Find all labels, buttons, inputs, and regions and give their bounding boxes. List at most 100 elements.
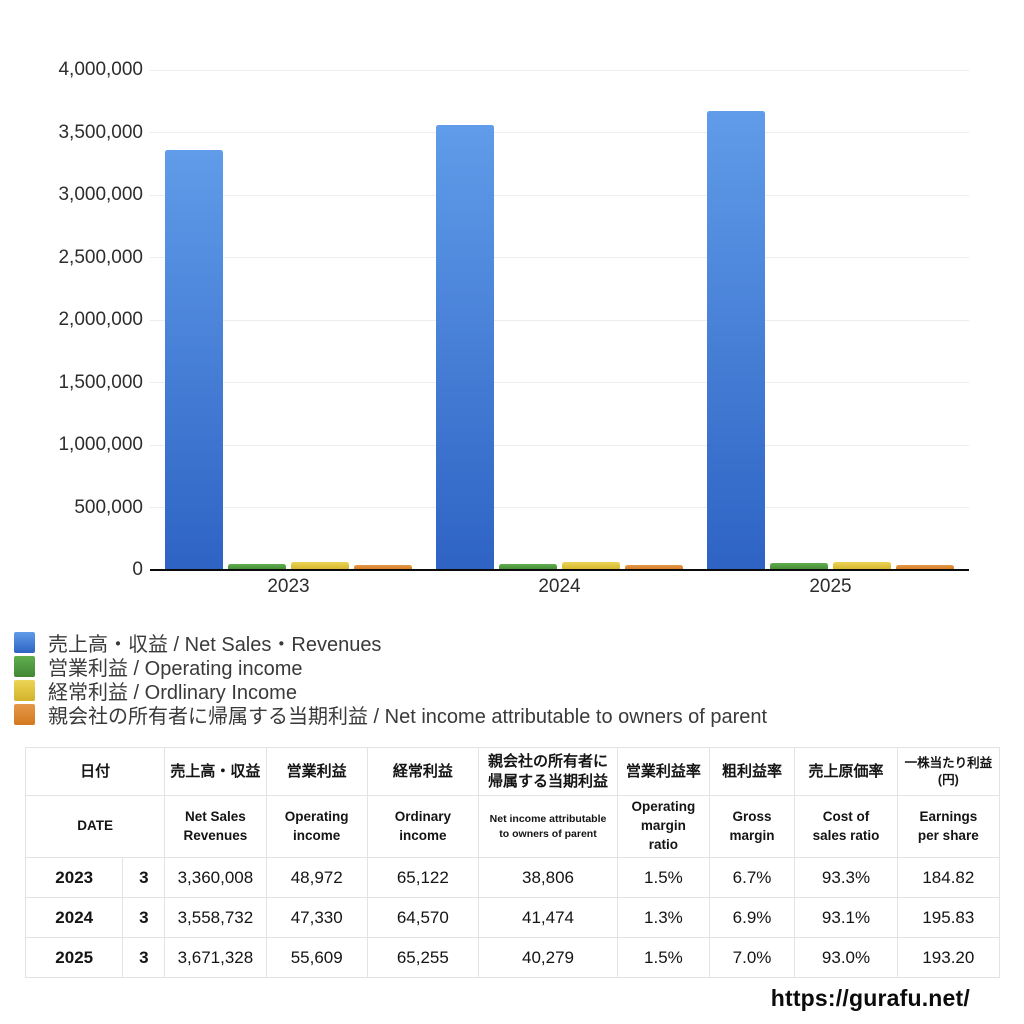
value-cell: 40,279 <box>477 937 619 978</box>
value-cell: 3,558,732 <box>164 897 267 938</box>
header-cell: Cost of sales ratio <box>794 795 898 858</box>
legend-label: 親会社の所有者に帰属する当期利益 / Net income attributab… <box>48 705 768 728</box>
bar-net-sales-revenues-2025 <box>707 111 765 570</box>
y-axis-tick-label: 500,000 <box>74 496 143 518</box>
y-gridline <box>150 69 969 71</box>
header-cell: Earnings per share <box>896 795 1001 858</box>
value-cell: 41,474 <box>477 897 619 938</box>
legend-swatch-icon <box>14 679 35 701</box>
bar-net-income-parent-2024 <box>625 564 683 570</box>
value-cell: 1.5% <box>617 937 710 978</box>
value-cell: 1.5% <box>617 857 710 898</box>
bar-net-income-parent-2025 <box>896 564 954 570</box>
value-cell: 65,122 <box>366 857 479 898</box>
table-row: 2024 3 3,558,732 47,330 64,570 41,474 1.3% 6.9%… <box>24 897 1001 938</box>
y-gridline <box>150 507 969 508</box>
y-axis-tick-label: 2,000,000 <box>58 309 143 330</box>
month-cell: 3 <box>122 897 166 938</box>
legend-item-net-sales-revenues: 売上高・収益 / Net Sales・Revenues <box>14 630 767 656</box>
value-cell: 55,609 <box>265 937 368 978</box>
x-axis-label-2025: 2025 <box>809 576 852 597</box>
legend-swatch-icon <box>14 655 35 677</box>
year-cell: 2025 <box>24 937 124 978</box>
value-cell: 3,671,328 <box>164 937 267 978</box>
month-cell: 3 <box>122 937 166 978</box>
header-cell: 売上高・収益 <box>164 747 267 796</box>
bar-net-sales-revenues-2024 <box>436 125 494 570</box>
year-cell: 2024 <box>24 897 124 938</box>
y-gridline <box>150 194 969 196</box>
chart-legend: 売上高・収益 / Net Sales・Revenues 営業利益 / Operat… <box>14 630 768 728</box>
value-cell: 93.1% <box>794 897 898 938</box>
legend-item-net-income-parent: 親会社の所有者に帰属する当期利益 / Net income attributab… <box>14 702 768 728</box>
value-cell: 64,570 <box>366 897 479 938</box>
header-cell: Operating income <box>265 795 368 858</box>
y-axis-tick-label: 1,000,000 <box>58 434 143 455</box>
bar-ordinary-income-2024 <box>562 561 620 570</box>
header-cell: 一株当たり利益 (円) <box>896 747 1001 796</box>
table-row: 2025 3 3,671,328 55,609 65,255 40,279 1.5% 7.0%… <box>24 937 1001 978</box>
y-axis-tick-label: 0 <box>132 559 143 580</box>
bar-ordinary-income-2023 <box>291 561 349 570</box>
legend-label: 売上高・収益 / Net Sales・Revenues <box>48 633 382 656</box>
y-gridline <box>150 319 969 321</box>
month-cell: 3 <box>122 857 166 898</box>
value-cell: 193.20 <box>896 937 1001 978</box>
bar-operating-income-2025 <box>770 563 828 570</box>
y-gridline <box>150 382 969 383</box>
y-axis-tick-label: 2,500,000 <box>58 246 143 268</box>
y-gridline <box>150 444 969 446</box>
value-cell: 6.9% <box>708 897 796 938</box>
header-cell: 粗利益率 <box>708 747 796 796</box>
header-cell: Operating margin ratio <box>617 795 710 858</box>
header-cell: 営業利益 <box>265 747 368 796</box>
y-axis-tick-label: 3,000,000 <box>58 184 143 205</box>
y-gridline <box>150 257 969 258</box>
legend-swatch-icon <box>14 703 35 725</box>
bar-net-income-parent-2023 <box>354 565 412 570</box>
header-cell: 売上原価率 <box>794 747 898 796</box>
legend-swatch-icon <box>14 631 35 653</box>
value-cell: 65,255 <box>366 937 479 978</box>
table-row: 2023 3 3,360,008 48,972 65,122 38,806 1.5% 6.7%… <box>24 857 1001 898</box>
header-cell: Net Sales Revenues <box>164 795 267 858</box>
value-cell: 6.7% <box>708 857 796 898</box>
header-cell: DATE <box>24 795 166 858</box>
x-axis-line <box>150 569 969 571</box>
x-axis-label-2024: 2024 <box>538 576 581 597</box>
value-cell: 3,360,008 <box>164 857 267 898</box>
y-axis-tick-label: 4,000,000 <box>58 59 143 80</box>
financial-data-table: 日付 売上高・収益 営業利益 経常利益 親会社の所有者に 帰属する当期利益 営業利益率 粗利… <box>24 747 1001 978</box>
header-cell: 親会社の所有者に 帰属する当期利益 <box>477 747 619 796</box>
site-url: https://gurafu.net/ <box>770 985 970 1011</box>
header-cell: Net income attributable to owners of par… <box>477 795 619 858</box>
legend-label: 営業利益 / Operating income <box>48 657 303 680</box>
table-header-row-header_jp: 日付 売上高・収益 営業利益 経常利益 親会社の所有者に 帰属する当期利益 営業利益率 粗利… <box>24 747 1001 796</box>
x-axis-label-2023: 2023 <box>267 576 310 597</box>
bar-operating-income-2024 <box>499 564 557 570</box>
header-cell: 営業利益率 <box>617 747 710 796</box>
legend-item-operating-income: 営業利益 / Operating income <box>14 654 767 680</box>
value-cell: 48,972 <box>265 857 368 898</box>
y-gridline <box>150 132 969 133</box>
value-cell: 7.0% <box>708 937 796 978</box>
table-header-row-header_en: DATE Net Sales Revenues Operating income Or… <box>24 795 1001 858</box>
value-cell: 47,330 <box>265 897 368 938</box>
value-cell: 184.82 <box>896 857 1001 898</box>
bar-ordinary-income-2025 <box>833 561 891 570</box>
value-cell: 38,806 <box>477 857 619 898</box>
bar-operating-income-2023 <box>228 563 286 570</box>
legend-label: 経常利益 / Ordlinary Income <box>48 681 297 704</box>
value-cell: 195.83 <box>896 897 1001 938</box>
header-cell: 経常利益 <box>366 747 479 796</box>
y-axis-tick-label: 1,500,000 <box>58 371 143 393</box>
value-cell: 93.0% <box>794 937 898 978</box>
header-cell: Gross margin <box>708 795 796 858</box>
header-cell: Ordinary income <box>366 795 479 858</box>
y-axis-tick-label: 3,500,000 <box>58 121 143 143</box>
year-cell: 2023 <box>24 857 124 898</box>
value-cell: 1.3% <box>617 897 710 938</box>
legend-item-ordinary-income: 経常利益 / Ordlinary Income <box>14 678 767 704</box>
bar-net-sales-revenues-2023 <box>165 149 223 570</box>
